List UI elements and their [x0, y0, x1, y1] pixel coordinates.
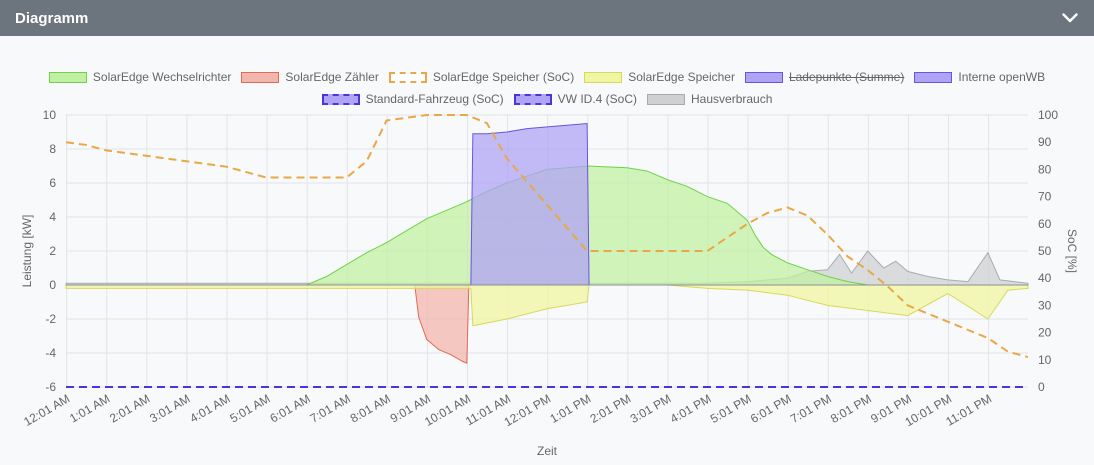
y-tick-label: -6 — [45, 380, 56, 394]
legend-label: SolarEdge Wechselrichter — [92, 70, 232, 84]
y-tick-label: 8 — [49, 142, 56, 156]
y2-axis-title: SoC [%] — [1065, 229, 1079, 273]
x-tick-label: 4:01 AM — [187, 391, 232, 425]
x-tick-label: 9:01 PM — [868, 391, 914, 425]
legend-item[interactable]: SolarEdge Speicher — [584, 70, 735, 84]
y2-tick-label: 0 — [1038, 380, 1045, 394]
y2-tick-label: 10 — [1038, 353, 1052, 367]
legend-swatch — [914, 71, 953, 83]
series-area — [66, 165, 1028, 286]
x-tick-label: 3:01 AM — [147, 391, 192, 425]
legend-label: Interne openWB — [958, 70, 1046, 84]
legend-row: SolarEdge Wechselrichter SolarEdge Zähler… — [0, 66, 1094, 88]
legend-item[interactable]: Ladepunkte (Summe) — [744, 70, 905, 84]
x-tick-label: 10:01 AM — [422, 391, 473, 428]
chevron-down-icon[interactable] — [1060, 8, 1080, 28]
x-tick-label: 9:01 AM — [388, 391, 433, 425]
x-tick-label: 2:01 PM — [588, 391, 634, 425]
y2-tick-label: 40 — [1038, 271, 1052, 285]
x-tick-label: 6:01 PM — [748, 391, 794, 425]
x-tick-label: 6:01 AM — [268, 391, 313, 425]
y2-tick-label: 90 — [1038, 135, 1052, 149]
legend-label: SolarEdge Zähler — [285, 70, 379, 84]
x-tick-label: 5:01 AM — [227, 391, 272, 425]
soc-line — [65, 114, 1029, 359]
y-axis-title: Leistung [kW] — [20, 215, 34, 288]
legend-item[interactable]: SolarEdge Zähler — [241, 70, 379, 84]
legend-label: SolarEdge Speicher (SoC) — [432, 70, 575, 84]
legend-swatch — [321, 93, 360, 105]
card-title: Diagramm — [15, 9, 89, 27]
series-area — [65, 250, 1029, 286]
x-tick-label: 7:01 PM — [788, 391, 834, 425]
y-tick-label: -2 — [45, 312, 56, 326]
legend-swatch — [647, 93, 686, 105]
x-tick-label: 12:01 PM — [502, 391, 553, 429]
x-tick-label: 11:01 PM — [943, 391, 994, 428]
x-axis-title: Zeit — [537, 444, 558, 458]
card-header[interactable]: Diagramm — [0, 0, 1094, 36]
y-tick-label: 4 — [49, 210, 56, 224]
y-tick-label: -4 — [45, 346, 56, 360]
x-tick-label: 5:01 PM — [708, 391, 754, 425]
legend-swatch — [241, 71, 280, 83]
legend-label: Standard-Fahrzeug (SoC) — [365, 92, 504, 106]
legend-label: Ladepunkte (Summe) — [788, 70, 905, 84]
y2-tick-label: 100 — [1038, 108, 1058, 122]
y2-tick-label: 50 — [1038, 244, 1052, 258]
y2-tick-label: 20 — [1038, 326, 1052, 340]
x-tick-label: 11:01 AM — [463, 391, 513, 428]
series-area — [65, 284, 1029, 327]
x-tick-label: 1:01 PM — [548, 391, 594, 425]
y2-tick-label: 80 — [1038, 162, 1052, 176]
legend-item[interactable]: SolarEdge Wechselrichter — [48, 70, 232, 84]
y-tick-label: 2 — [49, 244, 56, 258]
y-tick-label: 10 — [43, 108, 57, 122]
y2-tick-label: 70 — [1038, 190, 1052, 204]
legend-swatch — [48, 71, 87, 83]
x-tick-label: 10:01 PM — [903, 391, 954, 429]
legend-swatch — [388, 71, 427, 83]
legend-item[interactable]: Interne openWB — [914, 70, 1045, 84]
x-tick-label: 3:01 PM — [628, 391, 674, 425]
y2-tick-label: 60 — [1038, 217, 1052, 231]
legend-label: Hausverbrauch — [691, 92, 773, 106]
legend-label: SolarEdge Speicher — [628, 70, 735, 84]
legend-item[interactable]: Standard-Fahrzeug (SoC) — [321, 92, 504, 106]
chart-legend: SolarEdge Wechselrichter SolarEdge Zähler… — [0, 66, 1094, 110]
legend-swatch — [513, 93, 552, 105]
x-tick-label: 1:01 AM — [67, 391, 112, 425]
x-tick-label: 4:01 PM — [668, 391, 714, 425]
legend-item[interactable]: SolarEdge Speicher (SoC) — [388, 70, 575, 84]
legend-item[interactable]: Hausverbrauch — [647, 92, 772, 106]
y-tick-label: 6 — [49, 176, 56, 190]
x-tick-label: 12:01 AM — [21, 391, 72, 428]
x-tick-label: 8:01 PM — [828, 391, 874, 425]
legend-label: VW ID.4 (SoC) — [557, 92, 638, 106]
series-area — [66, 284, 1028, 364]
x-tick-label: 7:01 AM — [308, 391, 353, 425]
y2-tick-label: 30 — [1038, 298, 1052, 312]
legend-item[interactable]: VW ID.4 (SoC) — [513, 92, 638, 106]
x-tick-label: 8:01 AM — [348, 391, 393, 425]
legend-row: Standard-Fahrzeug (SoC) VW ID.4 (SoC) Haus… — [0, 88, 1094, 110]
y-tick-label: 0 — [49, 278, 56, 292]
legend-swatch — [584, 71, 623, 83]
legend-swatch — [744, 71, 783, 83]
series-area — [66, 122, 1028, 286]
x-tick-label: 2:01 AM — [107, 391, 152, 425]
